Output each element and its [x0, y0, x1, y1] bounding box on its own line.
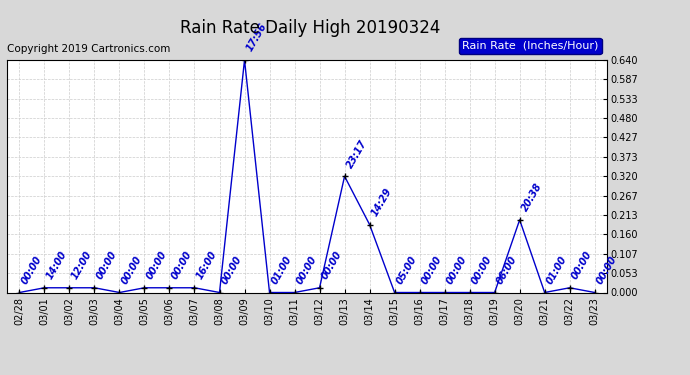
Text: 00:00: 00:00 — [420, 254, 444, 286]
Text: 00:00: 00:00 — [444, 254, 469, 286]
Legend: Rain Rate  (Inches/Hour): Rain Rate (Inches/Hour) — [459, 38, 602, 54]
Text: 01:00: 01:00 — [544, 254, 569, 286]
Text: 00:00: 00:00 — [119, 254, 144, 286]
Text: 00:00: 00:00 — [570, 249, 594, 281]
Text: 20:38: 20:38 — [520, 182, 544, 213]
Text: Rain Rate Daily High 20190324: Rain Rate Daily High 20190324 — [180, 19, 441, 37]
Text: 00:00: 00:00 — [295, 254, 319, 286]
Text: 06:00: 06:00 — [495, 254, 519, 286]
Text: 00:00: 00:00 — [19, 254, 43, 286]
Text: 00:00: 00:00 — [95, 249, 119, 281]
Text: 00:00: 00:00 — [144, 249, 168, 281]
Text: 00:00: 00:00 — [470, 254, 494, 286]
Text: 17:56: 17:56 — [244, 22, 268, 54]
Text: 01:00: 01:00 — [270, 254, 294, 286]
Text: 23:17: 23:17 — [344, 138, 368, 170]
Text: 05:00: 05:00 — [395, 254, 419, 286]
Text: 00:00: 00:00 — [219, 254, 244, 286]
Text: 16:00: 16:00 — [195, 249, 219, 281]
Text: 12:00: 12:00 — [70, 249, 94, 281]
Text: 14:29: 14:29 — [370, 186, 394, 218]
Text: 00:00: 00:00 — [595, 254, 619, 286]
Text: 14:00: 14:00 — [44, 249, 68, 281]
Text: 00:00: 00:00 — [170, 249, 194, 281]
Text: Copyright 2019 Cartronics.com: Copyright 2019 Cartronics.com — [7, 44, 170, 54]
Text: 00:00: 00:00 — [319, 249, 344, 281]
